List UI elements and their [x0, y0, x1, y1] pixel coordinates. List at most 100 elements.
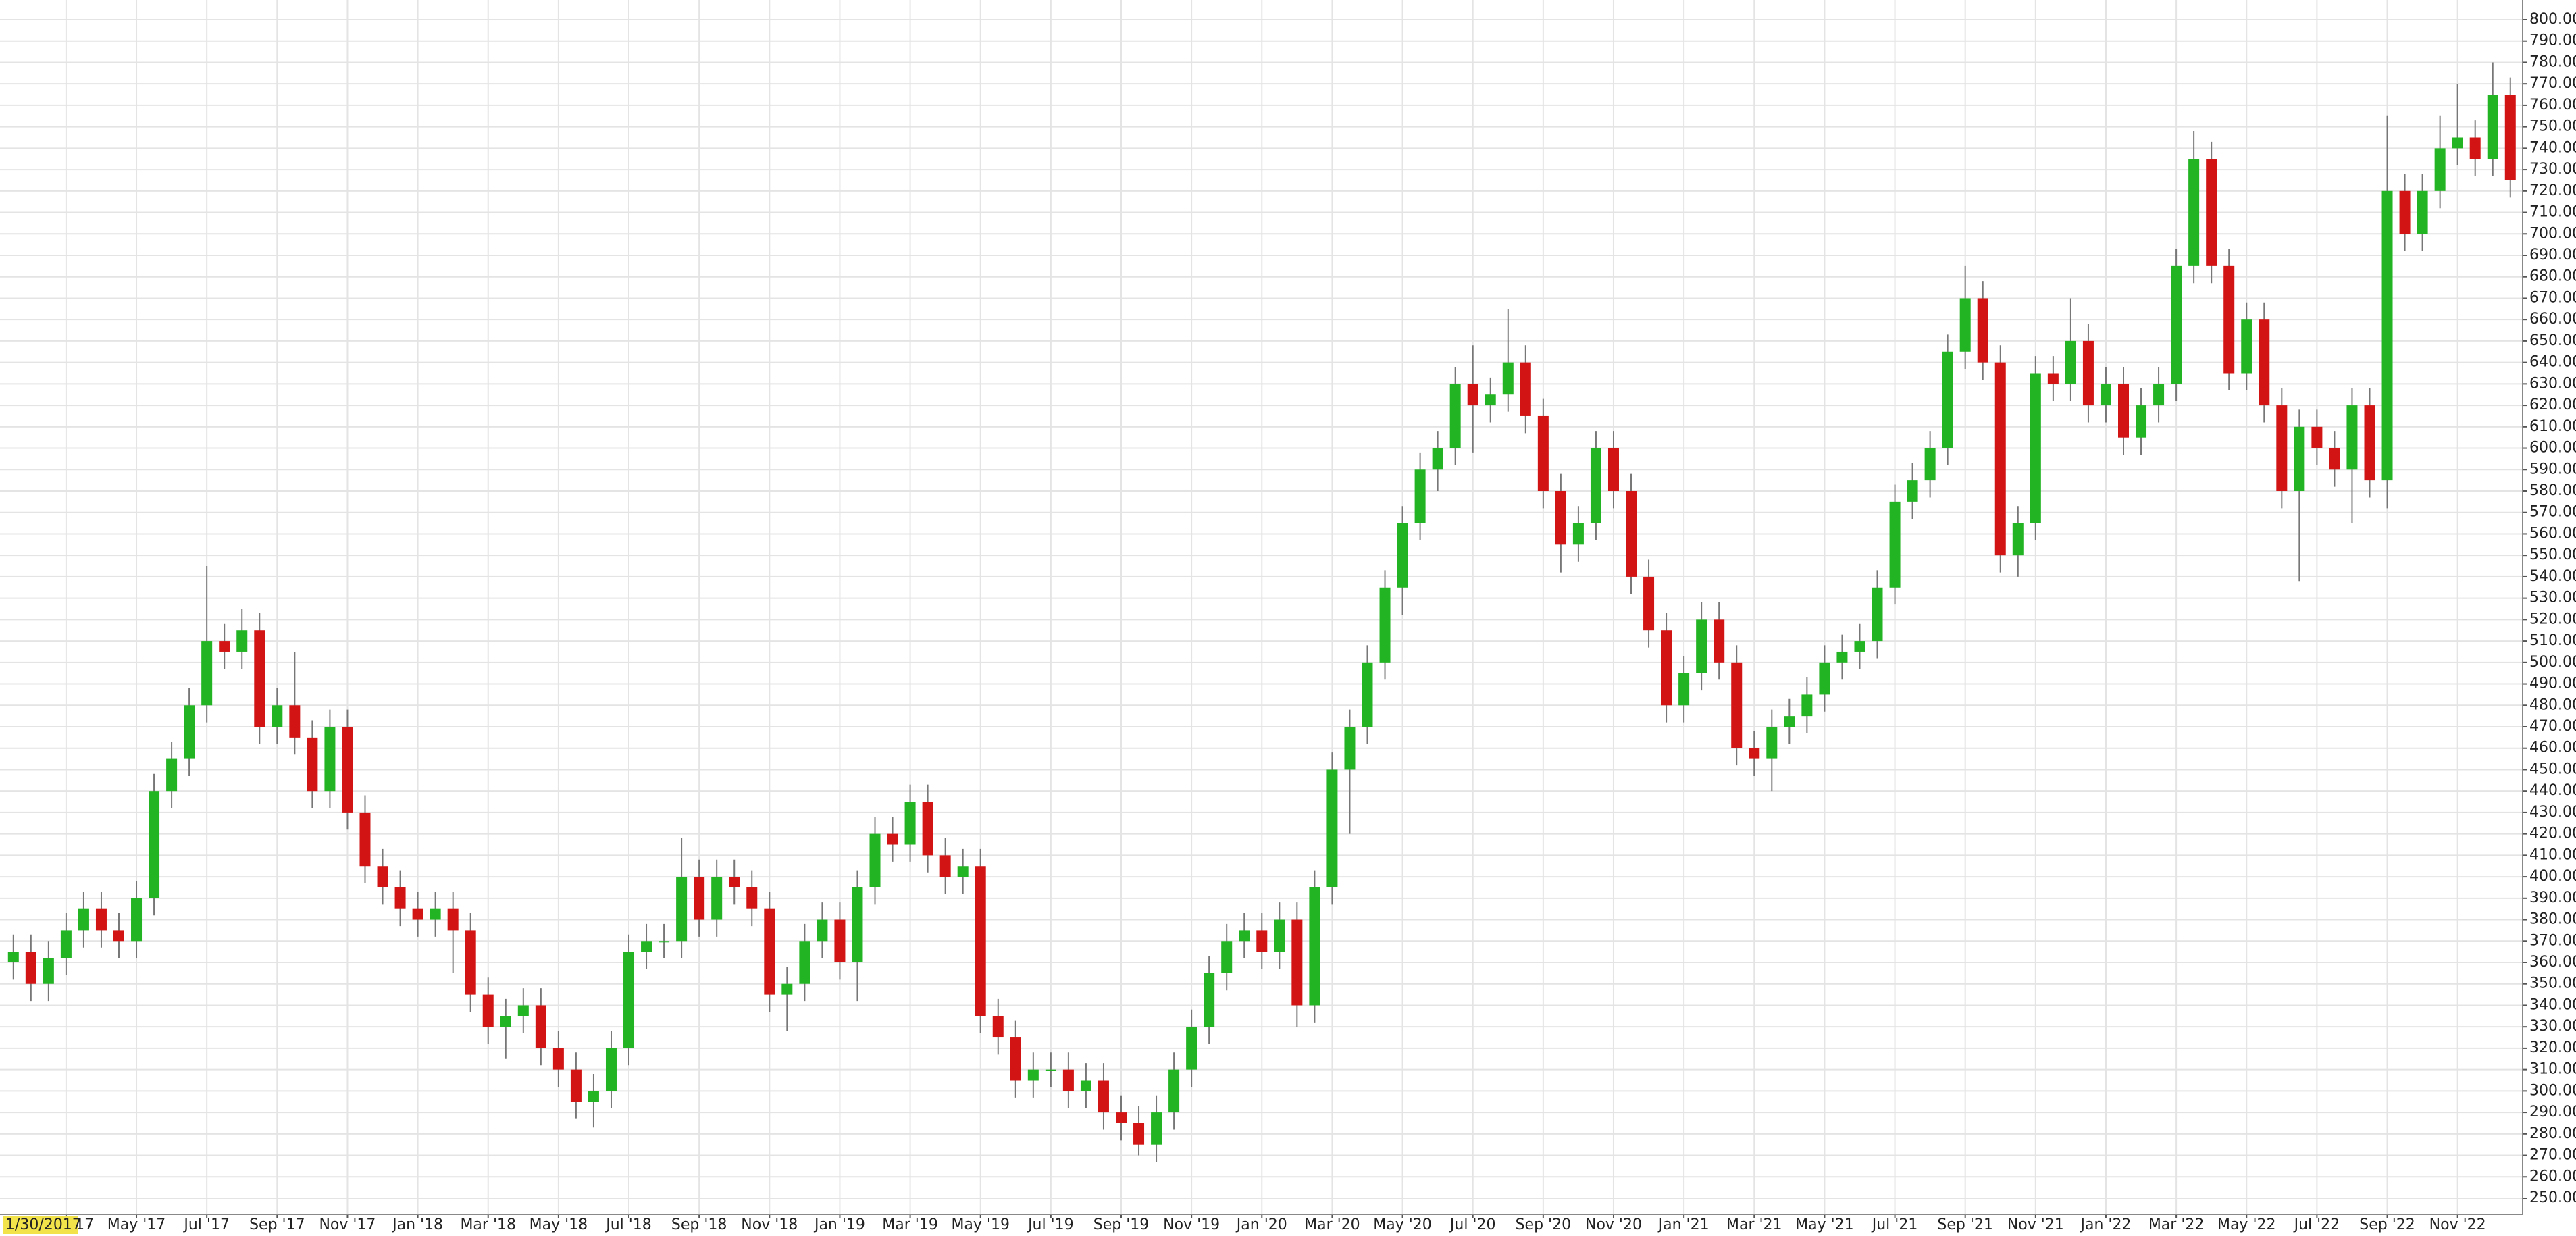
candle-body	[2241, 319, 2252, 374]
y-tick-label: 470.00	[2529, 718, 2576, 735]
candle-body	[2206, 159, 2217, 266]
candle-body	[2153, 384, 2165, 406]
candle-body	[1784, 716, 1795, 727]
candle-body	[939, 855, 951, 877]
x-tick-label: Jul '22	[2293, 1216, 2340, 1233]
candle-body	[1098, 1080, 1109, 1113]
y-tick-label: 370.00	[2529, 932, 2576, 949]
candle-body	[588, 1091, 599, 1102]
x-tick-label: Jul '19	[1027, 1216, 1074, 1233]
candle-body	[1836, 651, 1848, 663]
candle-body	[465, 930, 476, 995]
x-tick-label: Sep '20	[1516, 1216, 1572, 1233]
candle-body	[1714, 619, 1725, 663]
candle-body	[552, 1048, 564, 1070]
x-tick-label: May '17	[107, 1216, 166, 1233]
candle-body	[641, 941, 652, 952]
candle-body	[1449, 384, 1461, 448]
candle-body	[1889, 501, 1901, 588]
candle-body	[184, 705, 195, 759]
candle-body	[1151, 1112, 1162, 1145]
candle-body	[1555, 491, 1566, 545]
candle-body	[869, 833, 881, 887]
candle-body	[517, 1005, 529, 1016]
y-tick-label: 520.00	[2529, 611, 2576, 627]
y-tick-label: 720.00	[2529, 182, 2576, 199]
candle-body	[1274, 919, 1285, 952]
candle-body	[131, 898, 143, 942]
y-tick-label: 260.00	[2529, 1168, 2576, 1185]
x-tick-label: Nov '19	[1163, 1216, 1220, 1233]
y-tick-label: 610.00	[2529, 418, 2576, 435]
candle-body	[2223, 265, 2235, 374]
x-tick-label: Mar '21	[1726, 1216, 1782, 1233]
y-tick-label: 580.00	[2529, 482, 2576, 499]
x-tick-label: Jan '20	[1235, 1216, 1287, 1233]
candle-body	[78, 908, 89, 931]
candle-body	[254, 630, 265, 727]
candle-body	[834, 919, 846, 962]
candle-body	[394, 887, 406, 909]
x-tick-label: Jan '18	[391, 1216, 443, 1233]
candle-body	[1537, 415, 1549, 491]
candle-body	[570, 1069, 582, 1102]
y-tick-label: 530.00	[2529, 590, 2576, 607]
y-tick-label: 380.00	[2529, 911, 2576, 928]
candle-body	[95, 908, 107, 931]
y-tick-label: 290.00	[2529, 1104, 2576, 1121]
y-tick-label: 410.00	[2529, 846, 2576, 863]
candle-body	[2311, 426, 2323, 448]
candle-body	[1027, 1069, 1039, 1081]
candle-body	[1116, 1112, 1127, 1123]
candle-body	[2504, 95, 2516, 180]
x-tick-label: Sep '22	[2359, 1216, 2415, 1233]
y-tick-label: 600.00	[2529, 440, 2576, 457]
y-tick-label: 360.00	[2529, 954, 2576, 971]
candle-body	[1309, 887, 1320, 1006]
candle-body	[1994, 362, 2006, 556]
candle-body	[2136, 405, 2147, 438]
candle-body	[149, 791, 160, 898]
candle-body	[289, 705, 301, 738]
candle-body	[1907, 480, 1918, 502]
candle-body	[25, 952, 36, 984]
candle-body	[377, 866, 388, 887]
y-tick-label: 640.00	[2529, 354, 2576, 371]
candle-body	[1643, 576, 1655, 631]
candle-body	[887, 833, 898, 845]
y-tick-label: 270.00	[2529, 1147, 2576, 1164]
x-tick-label: Jul '18	[604, 1216, 652, 1233]
candle-body	[676, 877, 688, 942]
y-tick-label: 560.00	[2529, 525, 2576, 542]
y-tick-label: 420.00	[2529, 825, 2576, 842]
x-tick-label: Mar '20	[1304, 1216, 1360, 1233]
candle-body	[500, 1016, 511, 1027]
y-tick-label: 550.00	[2529, 546, 2576, 563]
y-tick-label: 430.00	[2529, 804, 2576, 821]
x-tick-label: Sep '19	[1093, 1216, 1150, 1233]
candle-body	[1572, 523, 1584, 545]
y-tick-label: 690.00	[2529, 247, 2576, 263]
y-tick-label: 660.00	[2529, 311, 2576, 328]
candle-body	[342, 727, 353, 813]
x-tick-label: Sep '17	[249, 1216, 305, 1233]
x-tick-label: Mar '18	[460, 1216, 516, 1233]
candle-body	[659, 941, 670, 943]
candle-body	[1678, 673, 1690, 706]
candle-body	[1379, 587, 1391, 663]
candle-body	[799, 941, 810, 984]
x-tick-label: Jul '20	[1449, 1216, 1496, 1233]
candle-body	[1186, 1027, 1197, 1070]
candle-body	[2417, 190, 2428, 234]
candle-body	[1607, 448, 1619, 491]
x-tick-label: Mar '22	[2148, 1216, 2205, 1233]
candle-body	[1204, 973, 1215, 1027]
x-tick-label: Nov '18	[741, 1216, 798, 1233]
candle-body	[236, 630, 248, 652]
y-tick-label: 800.00	[2529, 11, 2576, 28]
y-tick-label: 300.00	[2529, 1082, 2576, 1099]
y-tick-label: 700.00	[2529, 225, 2576, 242]
x-tick-label: Nov '20	[1585, 1216, 1642, 1233]
x-tick-label: Nov '22	[2429, 1216, 2486, 1233]
